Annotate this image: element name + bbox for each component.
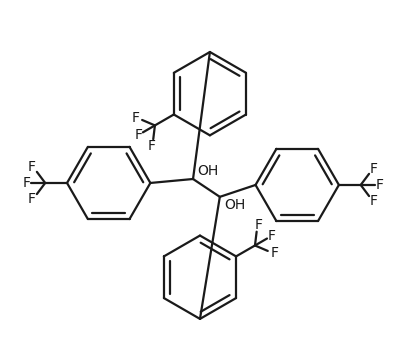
Text: OH: OH [224,198,245,212]
Text: F: F [23,176,30,190]
Text: F: F [147,139,155,153]
Text: F: F [28,192,36,206]
Text: F: F [376,178,384,192]
Text: OH: OH [197,164,218,178]
Text: F: F [254,218,262,232]
Text: F: F [28,160,36,174]
Text: F: F [132,111,139,125]
Text: F: F [135,128,143,142]
Text: F: F [271,246,278,260]
Text: F: F [267,229,275,243]
Text: F: F [370,194,378,208]
Text: F: F [370,162,378,176]
